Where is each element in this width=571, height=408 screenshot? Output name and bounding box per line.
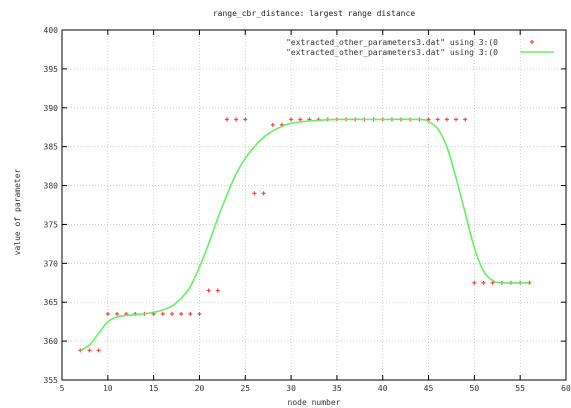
y-tick-label: 365 [44,298,59,307]
legend: "extracted_other_parameters3.dat" using … [286,38,554,57]
chart-title: range_cbr_distance: largest range distan… [213,9,415,18]
data-point [298,117,303,122]
data-point [289,117,294,122]
data-point [472,280,477,285]
x-tick-label: 5 [60,384,65,393]
data-point [243,117,248,122]
x-tick-label: 60 [561,384,571,393]
legend-label: "extracted_other_parameters3.dat" using … [286,38,498,47]
data-point [463,117,468,122]
series-line [79,118,530,352]
x-tick-label: 50 [470,384,480,393]
data-point [270,122,275,127]
y-axis-label: value of parameter [13,168,22,255]
data-point [481,280,486,285]
y-tick-label: 390 [44,104,59,113]
line-path [79,118,530,352]
data-point [169,311,174,316]
data-point [179,311,184,316]
data-point [261,191,266,196]
data-point [444,117,449,122]
x-tick-label: 40 [378,384,388,393]
x-tick-label: 10 [103,384,113,393]
data-point [426,117,431,122]
y-tick-label: 400 [44,26,59,35]
y-tick-label: 395 [44,65,59,74]
data-point [206,288,211,293]
data-point [224,117,229,122]
data-point [215,288,220,293]
x-tick-label: 20 [195,384,205,393]
data-point [435,117,440,122]
data-point [234,117,239,122]
data-point [114,311,119,316]
y-tick-label: 370 [44,259,59,268]
data-point [96,348,101,353]
x-axis-label: node number [288,398,341,407]
data-point [160,311,165,316]
y-tick-label: 385 [44,143,59,152]
x-tick-label: 45 [424,384,434,393]
plot-frame [61,29,567,381]
data-point [105,311,110,316]
axes: 5 10 15 20 25 30 35 40 45 50 55 60 355 360 365 370 375 38… [44,26,571,393]
x-tick-label: 55 [515,384,525,393]
y-tick-label: 360 [44,337,59,346]
x-tick-label: 15 [149,384,159,393]
data-point [87,348,92,353]
series-layer [78,117,532,353]
data-point [188,311,193,316]
data-point [490,280,495,285]
legend-label: "extracted_other_parameters3.dat" using … [286,48,498,57]
data-point [197,311,202,316]
data-point [252,191,257,196]
x-tick-label: 30 [286,384,296,393]
data-point [454,117,459,122]
x-tick-label: 35 [332,384,342,393]
y-tick-label: 375 [44,220,59,229]
x-tick-label: 25 [240,384,250,393]
y-tick-label: 380 [44,182,59,191]
y-tick-label: 355 [44,376,59,385]
